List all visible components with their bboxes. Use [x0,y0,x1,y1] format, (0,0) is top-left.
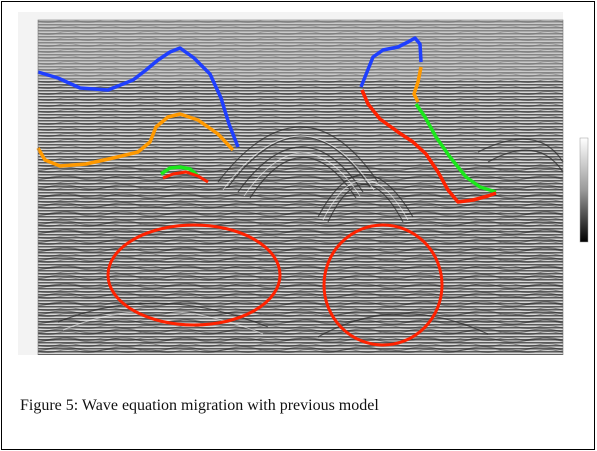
blue-horizon-left [37,46,240,148]
blue-horizon-right [359,36,423,88]
seismic-image [38,20,564,355]
orange-horizon-right [412,66,423,103]
green-horizon-left [160,165,200,178]
highlight-ellipse-right [322,223,444,347]
amplitude-color-bar [579,137,589,243]
red-horizon-right [360,89,497,204]
left-axis [18,20,38,355]
red-horizon-left [162,170,209,184]
orange-horizon-left [36,112,235,168]
figure-caption: Figure 5: Wave equation migration with p… [20,397,379,414]
highlight-ellipse-left [106,223,282,327]
seismic-section [18,12,589,355]
green-horizon-right [414,103,497,194]
top-axis [18,12,563,20]
